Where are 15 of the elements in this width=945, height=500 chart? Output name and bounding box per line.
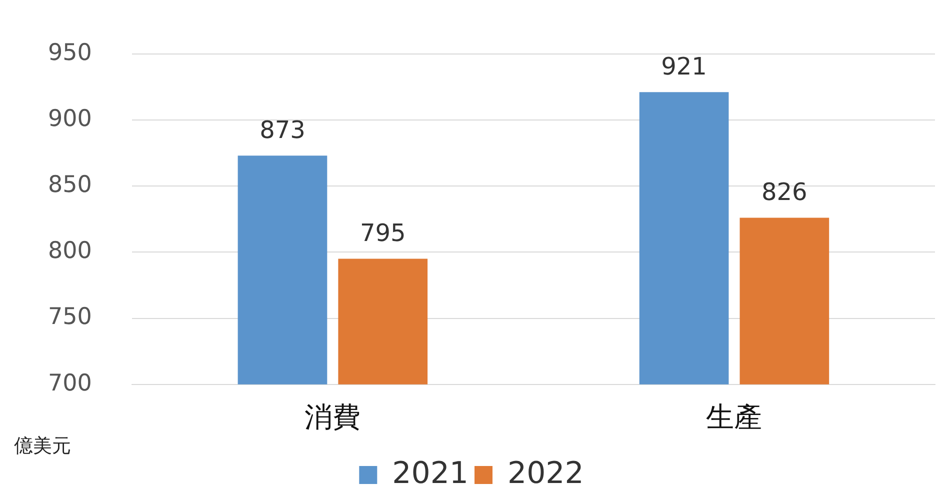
- y-tick-label: 750: [48, 304, 92, 330]
- legend-label: 2022: [508, 456, 584, 491]
- y-tick-label: 950: [48, 40, 92, 66]
- y-tick-label: 800: [48, 238, 92, 264]
- x-tick-label: 生產: [706, 400, 762, 434]
- data-label: 826: [762, 178, 808, 206]
- x-tick-label: 消費: [304, 400, 361, 434]
- y-axis-title: 億美元: [14, 434, 71, 457]
- y-tick-label: 900: [48, 106, 92, 132]
- y-tick-label: 850: [48, 172, 92, 198]
- data-label: 795: [360, 219, 406, 248]
- data-label: 873: [260, 116, 306, 144]
- data-label: 921: [661, 52, 707, 80]
- legend-label: 2021: [392, 456, 469, 491]
- y-tick-label: 700: [48, 370, 92, 396]
